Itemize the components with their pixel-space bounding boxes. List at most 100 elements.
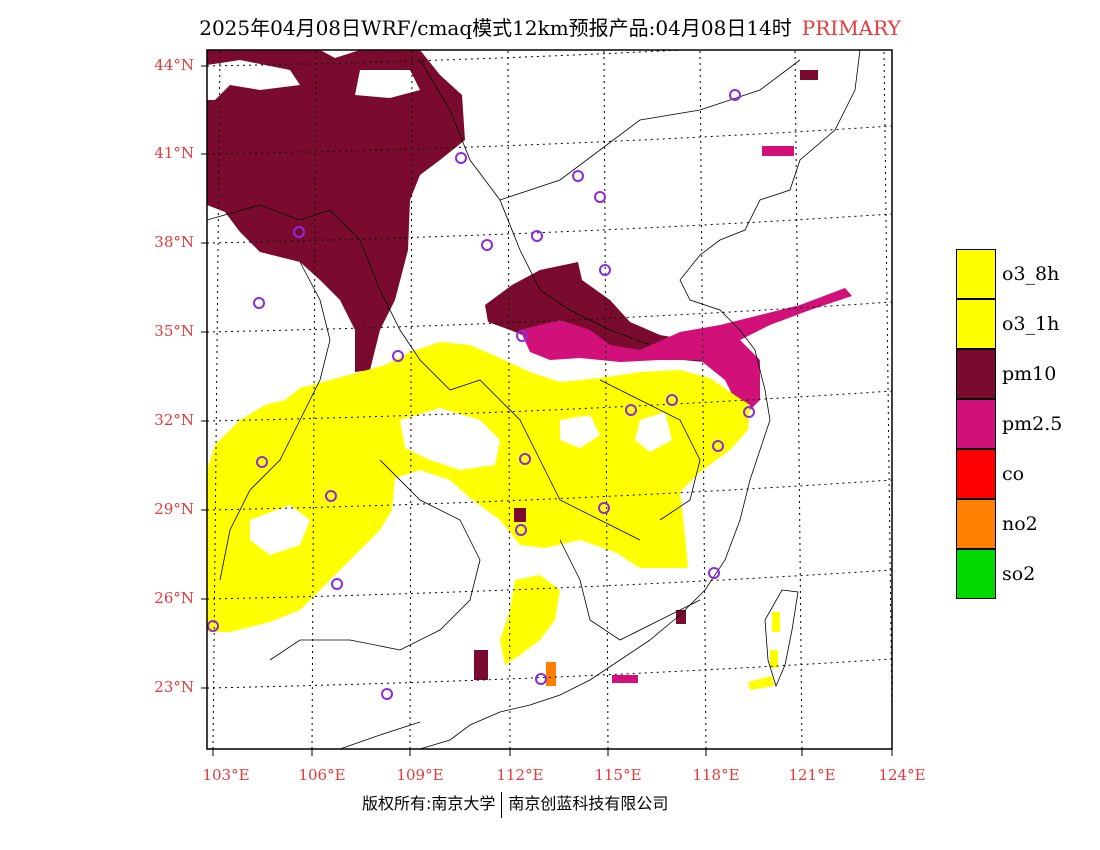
legend-label: no2 [1002,513,1038,535]
pm10-spot [676,610,686,624]
lon-label: 109°E [396,766,444,784]
pm25-region [520,288,852,410]
circle-icon [331,578,343,590]
circle-icon [455,152,467,164]
pm10-gap [207,60,300,100]
lon-label: 112°E [496,766,544,784]
circle-icon [572,170,584,182]
lon-label: 115°E [594,766,642,784]
legend-swatch [956,399,996,449]
credit-separator [501,791,503,818]
lat-label: 35°N [154,322,194,340]
lon-label: 121°E [788,766,836,784]
no2-spot [546,662,556,686]
circle-icon [666,394,678,406]
lat-label: 38°N [154,233,194,251]
legend-item-so2: so2 [956,549,1096,599]
hainan-outline [339,721,421,749]
legend-item-pm25: pm2.5 [956,399,1096,449]
circle-icon [708,567,720,579]
pm25-spot [762,146,794,156]
title-text: 2025年04月08日WRF/cmaq模式12km预报产品:04月08日14时 [199,16,792,40]
circle-icon [381,688,393,700]
province-border [599,379,701,521]
circle-icon [207,620,219,632]
latitude-gridlines [207,50,892,689]
legend-label: co [1002,463,1025,485]
pm25-spot [612,675,638,683]
province-border [419,59,651,346]
credit-left: 版权所有:南京大学 [362,794,496,813]
legend-label: so2 [1002,563,1036,585]
lon-label: 103°E [202,766,250,784]
legend-swatch [956,449,996,499]
lon-label: 118°E [692,766,740,784]
legend-swatch [956,499,996,549]
legend-item-o3-8h: o3_8h [956,249,1096,299]
legend: o3_8h o3_1h pm10 pm2.5 co no2 so2 [956,249,1096,599]
legend-label: o3_1h [1002,313,1060,335]
o3-gap [250,505,310,555]
legend-swatch [956,549,996,599]
credit-line: 版权所有:南京大学 南京创蓝科技有限公司 [362,790,668,818]
lon-label: 106°E [298,766,346,784]
lat-label: 23°N [154,678,194,696]
circle-icon [531,230,543,242]
province-border [219,261,331,581]
circle-icon [598,502,610,514]
circle-icon [325,490,337,502]
legend-label: o3_8h [1002,263,1060,285]
axis-ticks [201,65,893,756]
circle-icon [253,297,265,309]
legend-item-pm10: pm10 [956,349,1096,399]
pm10-region-northwest [207,50,465,372]
coastline [419,50,861,749]
legend-swatch [956,249,996,299]
map-frame [206,49,893,750]
pm10-gap [355,70,420,98]
circle-icon [519,453,531,465]
lat-label: 41°N [154,144,194,162]
province-border [559,539,701,641]
longitude-gridlines [212,50,892,749]
circle-icon [515,524,527,536]
lat-label: 44°N [154,56,194,74]
legend-label: pm2.5 [1002,413,1063,435]
province-border [499,59,801,201]
circle-icon [293,226,305,238]
circle-icon [594,191,606,203]
taiwan-outline [764,589,799,688]
circle-icon [392,350,404,362]
o3-gap [635,412,672,452]
legend-item-co: co [956,449,1096,499]
circle-icon [743,406,755,418]
o3-gap [400,408,500,470]
circle-icon [256,456,268,468]
borders [207,50,861,749]
circle-icon [481,239,493,251]
legend-swatch [956,349,996,399]
lat-label: 26°N [154,589,194,607]
pm10-spot [514,508,526,522]
circle-icon [712,440,724,452]
o3-gap [560,415,600,448]
legend-item-no2: no2 [956,499,1096,549]
lat-label: 32°N [154,411,194,429]
province-border [207,204,641,541]
legend-swatch [956,299,996,349]
pm10-spot [800,70,818,80]
o3-region-taiwan [748,612,780,690]
o3-region-guangdong [500,575,560,665]
map-title: 2025年04月08日WRF/cmaq模式12km预报产品:04月08日14时 P… [0,12,1100,41]
station-markers [207,89,755,700]
circle-icon [625,404,637,416]
pm10-spot [474,650,488,680]
lon-label: 124°E [878,766,926,784]
credit-right: 南京创蓝科技有限公司 [508,794,669,813]
title-tag: PRIMARY [801,16,901,40]
circle-icon [535,673,547,685]
lat-label: 29°N [154,500,194,518]
province-border [269,459,481,661]
legend-item-o3-1h: o3_1h [956,299,1096,349]
